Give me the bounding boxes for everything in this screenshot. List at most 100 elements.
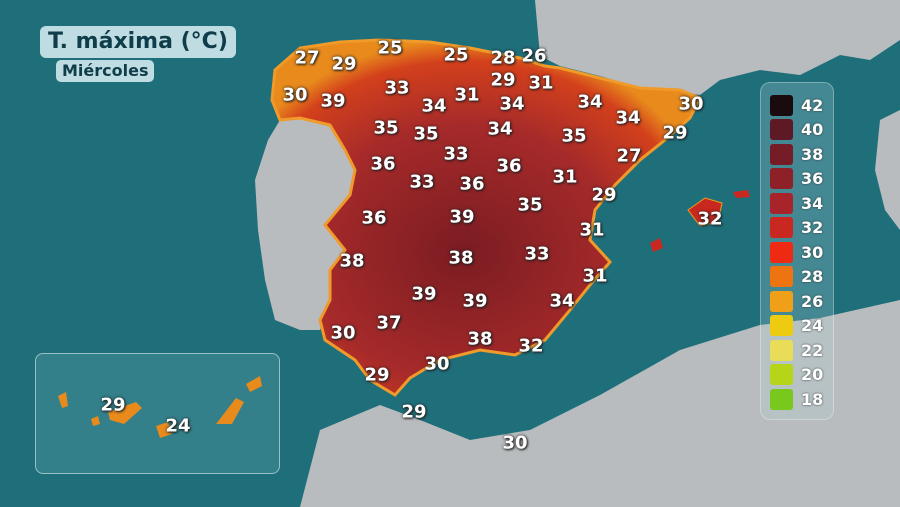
temperature-label: 29 xyxy=(364,364,390,386)
temperature-label: 28 xyxy=(490,47,516,69)
spain-heat xyxy=(270,38,703,397)
temperature-label: 39 xyxy=(462,290,488,312)
legend-swatch xyxy=(770,266,793,288)
menorca xyxy=(733,190,750,198)
temperature-label: 34 xyxy=(499,93,525,115)
temperature-label: 34 xyxy=(487,118,513,140)
legend-item: 42 xyxy=(770,93,833,118)
temperature-label: 31 xyxy=(454,84,480,106)
temperature-label: 34 xyxy=(421,95,447,117)
legend-label: 42 xyxy=(801,95,824,115)
temperature-label: 29 xyxy=(662,122,688,144)
legend-item: 40 xyxy=(770,118,833,143)
legend-label: 20 xyxy=(801,365,824,385)
day-label: Miércoles xyxy=(56,60,155,82)
legend-label: 38 xyxy=(801,144,824,164)
legend-swatch xyxy=(770,241,793,263)
sardinia-corsica-land xyxy=(875,110,900,230)
temperature-label: 35 xyxy=(413,123,439,145)
map-title: T. máxima (°C) xyxy=(40,26,236,58)
africa-land xyxy=(300,300,900,507)
temperature-label: 33 xyxy=(524,243,550,265)
legend-label: 40 xyxy=(801,120,824,140)
temperature-label: 39 xyxy=(411,283,437,305)
temperature-label: 34 xyxy=(549,290,575,312)
temperature-label: 33 xyxy=(443,143,469,165)
temperature-label: 39 xyxy=(320,90,346,112)
temperature-label: 29 xyxy=(591,184,617,206)
temperature-label: 32 xyxy=(518,335,544,357)
temperature-label: 39 xyxy=(449,206,475,228)
canarias-temperature-label: 29 xyxy=(100,394,126,416)
temperature-legend: 42 40 38 36 34 32 30 28 26 24 22 20 18 xyxy=(760,82,834,420)
legend-item: 24 xyxy=(770,314,833,339)
canarias-temperature-label: 24 xyxy=(165,415,191,437)
temperature-label: 29 xyxy=(331,53,357,75)
legend-label: 24 xyxy=(801,316,824,336)
legend-item: 36 xyxy=(770,167,833,192)
canary-islands-inset xyxy=(35,353,280,474)
legend-label: 34 xyxy=(801,193,824,213)
legend-label: 32 xyxy=(801,218,824,238)
legend-swatch xyxy=(770,290,793,312)
temperature-label: 36 xyxy=(496,155,522,177)
legend-swatch xyxy=(770,364,793,386)
temperature-label: 38 xyxy=(467,328,493,350)
temperature-label: 38 xyxy=(448,247,474,269)
legend-item: 38 xyxy=(770,142,833,167)
canary-islands-map xyxy=(58,376,262,438)
temperature-label: 36 xyxy=(459,173,485,195)
legend-swatch xyxy=(770,143,793,165)
legend-item: 22 xyxy=(770,338,833,363)
legend-swatch xyxy=(770,168,793,190)
legend-item: 20 xyxy=(770,363,833,388)
temperature-label: 31 xyxy=(579,219,605,241)
legend-item: 26 xyxy=(770,289,833,314)
legend-swatch xyxy=(770,119,793,141)
temperature-label: 32 xyxy=(697,208,723,230)
legend-item: 30 xyxy=(770,240,833,265)
temperature-label: 34 xyxy=(615,107,641,129)
legend-label: 18 xyxy=(801,389,824,409)
temperature-label: 37 xyxy=(376,312,402,334)
legend-swatch xyxy=(770,388,793,410)
temperature-label: 30 xyxy=(330,322,356,344)
legend-label: 28 xyxy=(801,267,824,287)
temperature-label: 27 xyxy=(294,47,320,69)
legend-label: 22 xyxy=(801,340,824,360)
temperature-label: 34 xyxy=(577,91,603,113)
temperature-label: 33 xyxy=(409,171,435,193)
temperature-label: 31 xyxy=(582,265,608,287)
temperature-label: 35 xyxy=(517,194,543,216)
france-land xyxy=(535,0,900,95)
mallorca xyxy=(687,197,723,227)
temperature-label: 25 xyxy=(377,37,403,59)
ibiza xyxy=(650,238,663,252)
legend-swatch xyxy=(770,217,793,239)
temperature-label: 31 xyxy=(552,166,578,188)
temperature-label: 25 xyxy=(443,44,469,66)
legend-label: 30 xyxy=(801,242,824,262)
legend-swatch xyxy=(770,94,793,116)
temperature-label: 27 xyxy=(616,145,642,167)
legend-swatch xyxy=(770,339,793,361)
legend-swatch xyxy=(770,315,793,337)
legend-item: 32 xyxy=(770,216,833,241)
temperature-label: 35 xyxy=(373,117,399,139)
temperature-label: 36 xyxy=(361,207,387,229)
temperature-label: 38 xyxy=(339,250,365,272)
legend-label: 26 xyxy=(801,291,824,311)
temperature-label: 31 xyxy=(528,72,554,94)
temperature-label: 29 xyxy=(401,401,427,423)
temperature-label: 30 xyxy=(282,84,308,106)
temperature-label: 26 xyxy=(521,45,547,67)
temperature-label: 29 xyxy=(490,69,516,91)
temperature-label: 35 xyxy=(561,125,587,147)
temperature-label: 30 xyxy=(424,353,450,375)
temperature-label: 30 xyxy=(502,432,528,454)
legend-swatch xyxy=(770,192,793,214)
legend-item: 18 xyxy=(770,387,833,412)
temperature-label: 30 xyxy=(678,93,704,115)
legend-item: 34 xyxy=(770,191,833,216)
